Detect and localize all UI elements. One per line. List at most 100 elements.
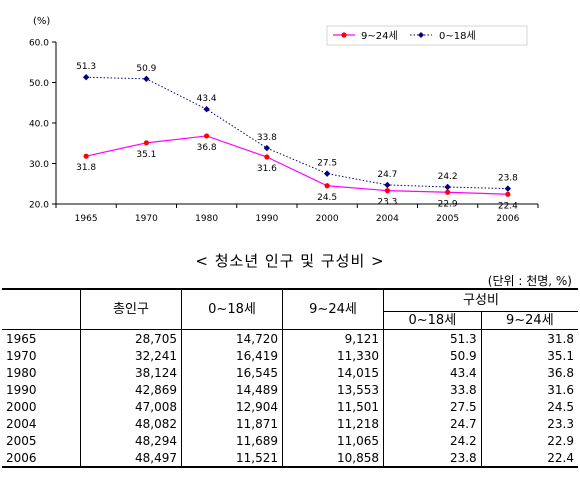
y-tick-label: 20.0 — [29, 201, 49, 211]
data-label: 22.9 — [438, 199, 458, 209]
table-body: 1965 28,705 14,720 9,121 51.3 31.8 1970 32,241 1… — [2, 329, 578, 468]
cell-ratio-0-18: 23.8 — [383, 449, 482, 468]
legend-label-0-18: 0~18세 — [439, 30, 476, 42]
cell-year: 1965 — [6, 331, 37, 346]
data-point — [264, 154, 270, 160]
data-label: 36.8 — [197, 143, 217, 153]
cell-age-0-18: 16,419 — [181, 347, 283, 364]
line-chart: (%) 60.0 50.0 40.0 30.0 20.0 1965 1970 1980 199… — [29, 16, 539, 224]
header-ratio-9-24: 9~24세 — [480, 311, 578, 329]
cell-age-0-18: 11,689 — [181, 432, 283, 449]
y-tick-label: 60.0 — [29, 39, 49, 49]
data-point — [444, 183, 451, 191]
cell-total: 42,869 — [80, 381, 182, 398]
data-point — [143, 75, 150, 83]
data-point — [203, 106, 210, 113]
legend-box — [326, 25, 528, 46]
data-point — [445, 189, 451, 195]
cell-age-9-24: 11,065 — [282, 432, 384, 449]
cell-year: 2004 — [6, 416, 37, 431]
x-tick-label: 2000 — [316, 214, 339, 224]
data-point — [204, 133, 210, 139]
cell-ratio-9-24: 31.6 — [480, 381, 578, 398]
data-point — [324, 183, 330, 189]
data-label: 24.5 — [317, 193, 337, 203]
cell-age-9-24: 11,330 — [282, 347, 384, 364]
series-line-0-18 — [86, 76, 508, 190]
cell-year: 1990 — [6, 382, 37, 397]
data-label: 35.1 — [136, 150, 156, 160]
data-label: 31.6 — [257, 164, 277, 174]
series-lines — [82, 74, 512, 197]
cell-year: 1970 — [6, 348, 37, 363]
data-label: 43.4 — [197, 94, 217, 104]
header-year — [2, 288, 81, 329]
data-point — [384, 181, 391, 189]
cell-total: 32,241 — [80, 347, 182, 364]
table-row: 2006 48,497 11,521 10,858 23.8 22.4 — [2, 449, 578, 468]
legend-marker-9-24 — [341, 32, 347, 38]
x-tick-label: 1970 — [135, 214, 158, 224]
x-tick-label: 1990 — [255, 214, 278, 224]
cell-age-0-18: 11,521 — [181, 449, 283, 468]
data-point — [83, 153, 89, 159]
cell-age-0-18: 12,904 — [181, 398, 283, 415]
data-label: 22.4 — [498, 201, 518, 211]
data-label: 24.7 — [377, 170, 397, 180]
header-ratio-group: 구성비 — [383, 288, 578, 312]
cell-age-0-18: 16,545 — [181, 364, 283, 381]
cell-ratio-0-18: 43.4 — [383, 364, 482, 381]
cell-ratio-0-18: 33.8 — [383, 381, 482, 398]
cell-year: 1980 — [6, 365, 37, 380]
cell-ratio-9-24: 23.3 — [480, 415, 578, 432]
cell-total: 47,008 — [80, 398, 182, 415]
cell-ratio-9-24: 31.8 — [480, 329, 578, 347]
cell-ratio-9-24: 22.9 — [480, 432, 578, 449]
series-line-9-24 — [85, 135, 508, 195]
legend-marker-0-18 — [418, 32, 424, 38]
cell-age-9-24: 14,015 — [282, 364, 384, 381]
cell-age-9-24: 11,501 — [282, 398, 384, 415]
cell-ratio-0-18: 27.5 — [383, 398, 482, 415]
cell-ratio-9-24: 22.4 — [480, 449, 578, 468]
y-tick-label: 30.0 — [29, 160, 49, 170]
cell-age-9-24: 9,121 — [282, 329, 384, 347]
table-row: 1980 38,124 16,545 14,015 43.4 36.8 — [2, 364, 578, 381]
table-row: 1970 32,241 16,419 11,330 50.9 35.1 — [2, 347, 578, 364]
x-axis: 1965 1970 1980 1990 2000 2004 2005 2006 — [55, 203, 539, 224]
x-tick-label: 2005 — [436, 214, 459, 224]
cell-year: 2005 — [6, 433, 37, 448]
table-row: 1990 42,869 14,489 13,553 33.8 31.6 — [2, 381, 578, 398]
y-tick-label: 40.0 — [29, 120, 49, 130]
data-point — [82, 74, 90, 81]
data-point — [143, 140, 149, 146]
data-point — [263, 144, 271, 152]
x-tick-label: 2004 — [376, 214, 399, 224]
header-age-0-18: 0~18세 — [181, 288, 283, 329]
data-point — [504, 185, 512, 192]
data-point — [505, 191, 511, 197]
y-unit-label: (%) — [33, 16, 50, 27]
header-total: 총인구 — [80, 288, 182, 329]
data-label: 31.8 — [76, 163, 96, 173]
cell-ratio-9-24: 24.5 — [480, 398, 578, 415]
cell-total: 48,082 — [80, 415, 182, 432]
unit-note: (단위 : 천명, %) — [487, 274, 572, 288]
data-labels: 31.8 35.1 36.8 31.6 24.5 23.3 22.9 22.4 51.3 50.9… — [76, 62, 518, 211]
cell-age-9-24: 13,553 — [282, 381, 384, 398]
table-row: 2004 48,082 11,871 11,218 24.7 23.3 — [2, 415, 578, 432]
cell-ratio-0-18: 24.7 — [383, 415, 482, 432]
legend: 9~24세 0~18세 — [326, 25, 528, 46]
data-point — [384, 188, 390, 194]
cell-total: 48,294 — [80, 432, 182, 449]
cell-ratio-0-18: 50.9 — [383, 347, 482, 364]
data-label: 27.5 — [317, 159, 337, 169]
cell-ratio-0-18: 51.3 — [383, 329, 482, 347]
data-label: 23.8 — [498, 174, 518, 184]
cell-ratio-9-24: 35.1 — [480, 347, 578, 364]
data-label: 50.9 — [136, 64, 156, 74]
cell-age-9-24: 10,858 — [282, 449, 384, 468]
cell-age-0-18: 11,871 — [181, 415, 283, 432]
x-tick-label: 1980 — [195, 214, 218, 224]
cell-total: 38,124 — [80, 364, 182, 381]
